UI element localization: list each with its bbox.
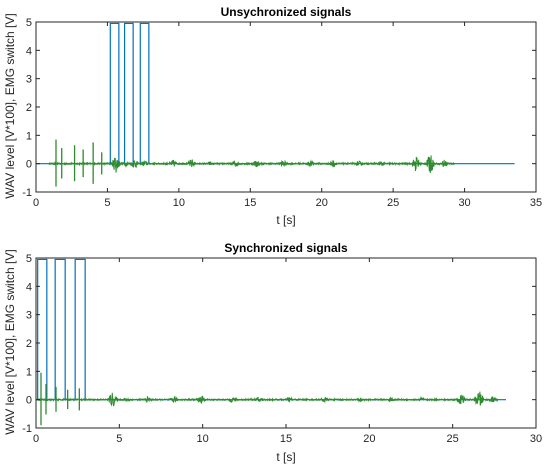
y-tick-label: 1 <box>26 130 32 142</box>
x-tick-label: 30 <box>530 433 542 445</box>
y-tick-label: -1 <box>22 423 32 435</box>
x-tick-label: 0 <box>33 197 39 209</box>
x-tick-label: 10 <box>197 433 209 445</box>
x-tick-label: 15 <box>280 433 292 445</box>
chart-unsynchronized: Unsychronized signals WAV level [V*100],… <box>3 5 542 227</box>
series-emg-signal-1 <box>37 391 499 407</box>
x-tick-label: 15 <box>244 197 256 209</box>
y-tick-label: 2 <box>26 338 32 350</box>
x-tick-label: 5 <box>104 197 110 209</box>
chart-title: Synchronized signals <box>224 241 348 255</box>
axes-box <box>35 21 537 193</box>
x-axis-label: t [s] <box>276 450 295 464</box>
y-tick-label: 5 <box>26 253 32 265</box>
x-tick-label: 20 <box>363 433 375 445</box>
y-tick-label: 2 <box>26 102 32 114</box>
x-tick-label: 25 <box>387 197 399 209</box>
x-tick-label: 30 <box>458 197 470 209</box>
x-tick-label: 35 <box>530 197 542 209</box>
plot-area <box>36 258 506 426</box>
y-tick-label: 5 <box>26 17 32 29</box>
x-axis-label: t [s] <box>276 213 295 227</box>
series-emg-signal-1 <box>48 155 456 173</box>
chart-synchronized: Synchronized signals WAV level [V*100], … <box>3 241 542 464</box>
y-tick-label: 3 <box>26 310 32 322</box>
x-tick-label: 0 <box>33 433 39 445</box>
y-axis-label: WAV level [V*100], EMG switch [V] <box>3 13 17 198</box>
series-line-0 <box>36 22 515 165</box>
y-tick-label: 4 <box>26 281 32 293</box>
plot-area <box>36 22 515 187</box>
y-tick-label: 0 <box>26 395 32 407</box>
chart-title: Unsychronized signals <box>221 5 352 19</box>
x-tick-label: 10 <box>173 197 185 209</box>
y-tick-label: 4 <box>26 45 32 57</box>
y-tick-label: 3 <box>26 74 32 86</box>
x-tick-label: 5 <box>116 433 122 445</box>
y-axis-label: WAV level [V*100], EMG switch [V] <box>3 249 17 434</box>
series-line-0 <box>36 258 506 401</box>
x-tick-label: 20 <box>316 197 328 209</box>
y-tick-label: 1 <box>26 366 32 378</box>
x-tick-label: 25 <box>447 433 459 445</box>
y-tick-label: 0 <box>26 159 32 171</box>
y-tick-label: -1 <box>22 187 32 199</box>
